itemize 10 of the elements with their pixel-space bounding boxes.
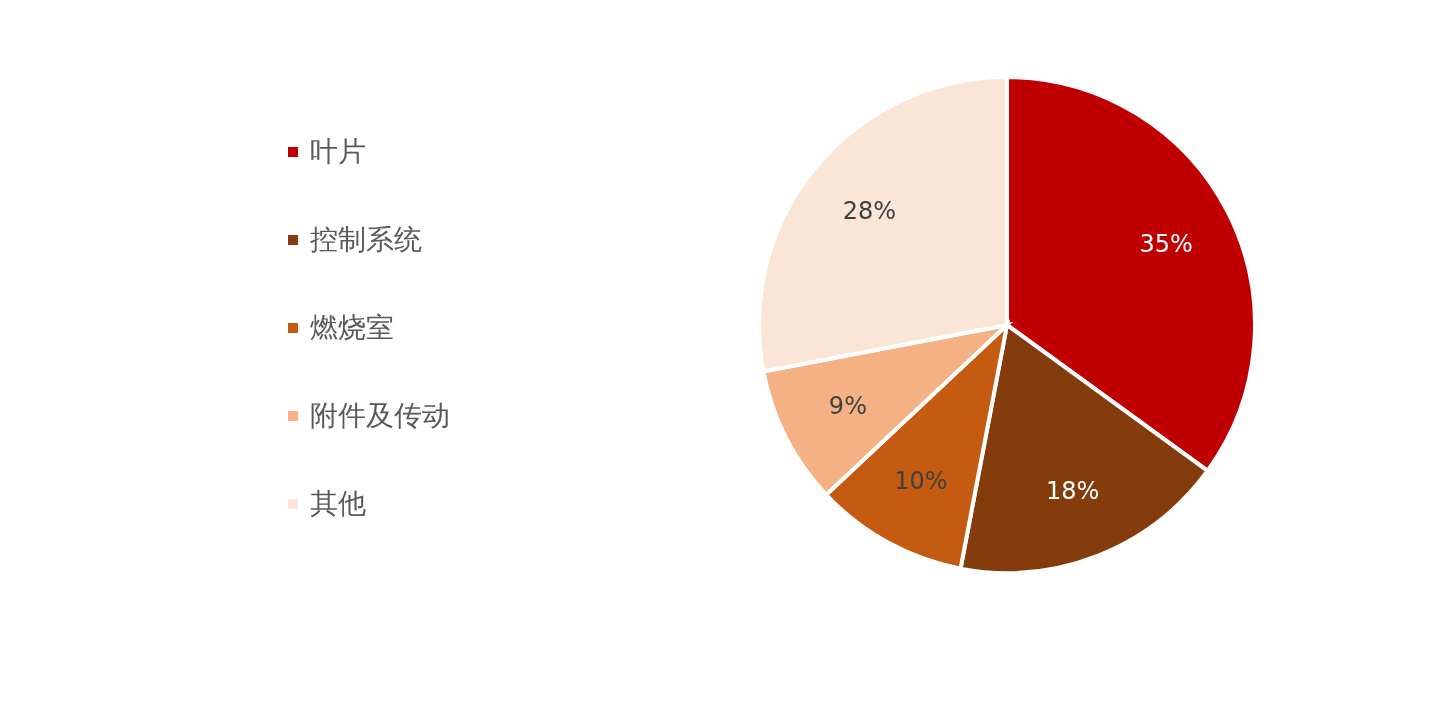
legend-label: 燃烧室 bbox=[310, 310, 394, 346]
data-label: 35% bbox=[1139, 229, 1193, 258]
legend-label: 控制系统 bbox=[310, 222, 422, 258]
data-label: 9% bbox=[828, 392, 867, 421]
legend-label: 叶片 bbox=[310, 134, 366, 170]
data-label: 28% bbox=[842, 197, 897, 226]
data-label: 10% bbox=[894, 467, 948, 496]
data-label: 18% bbox=[1046, 477, 1100, 506]
legend-label: 附件及传动 bbox=[310, 398, 450, 434]
legend-label: 其他 bbox=[310, 486, 366, 522]
